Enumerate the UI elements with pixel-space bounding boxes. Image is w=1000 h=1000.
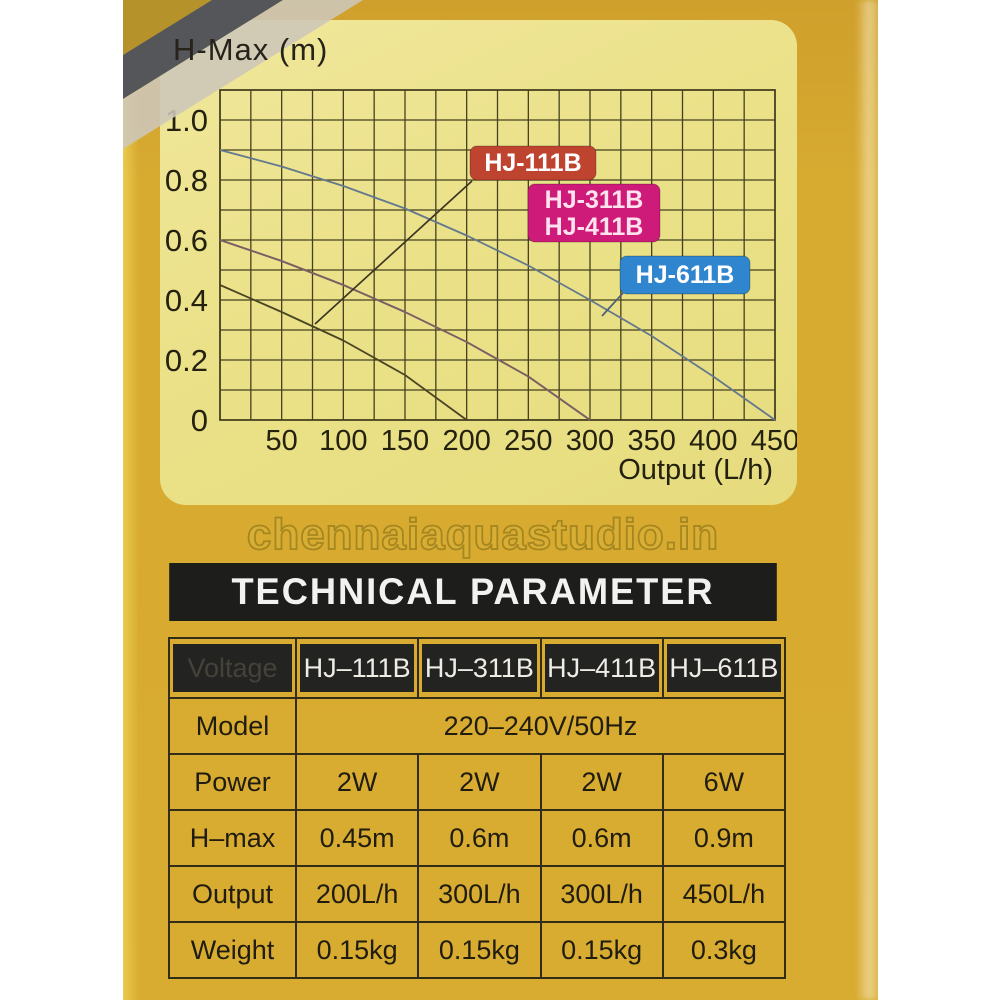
svg-text:100: 100 [319, 425, 367, 457]
svg-text:250: 250 [504, 425, 552, 457]
svg-text:400: 400 [689, 425, 737, 457]
svg-text:0: 0 [191, 403, 208, 438]
row-label-cell: Model [168, 697, 297, 755]
corner-stripes-decoration [123, 0, 363, 149]
table-cell: 0.15kg [417, 921, 542, 979]
performance-chart: 50 100 150 200 250 300 350 400 4501.00.80.60.40.… [165, 89, 799, 486]
svg-text:0.8: 0.8 [165, 163, 208, 198]
table-row: Output 200L/h 300L/h 300L/h 450L/h [168, 865, 787, 923]
table-header-cell: HJ–611B [661, 637, 787, 699]
table-cell: 300L/h [417, 865, 542, 923]
curve-HJ-411B [219, 239, 591, 421]
chart-title: H-Max (m) [173, 32, 329, 67]
row-label-cell: H–max [168, 809, 297, 867]
row-label-cell: Weight [168, 921, 297, 979]
table-cell: 2W [539, 753, 664, 811]
svg-text:150: 150 [381, 425, 429, 457]
table-cell: 200L/h [294, 865, 420, 923]
table-cell: 2W [294, 753, 420, 811]
table-cell: 0.6m [417, 809, 542, 867]
svg-text:200: 200 [442, 425, 490, 457]
svg-text:HJ-111B: HJ-111B [484, 149, 581, 177]
section-title-bar: TECHNICAL PARAMETER [169, 563, 777, 621]
table-cell: 300L/h [539, 865, 664, 923]
svg-text:50: 50 [266, 425, 298, 457]
chart-panel: 50 100 150 200 250 300 350 400 450 1.0 0.8 0.6 0.4 0.… [160, 20, 799, 505]
series-badge-HJ-111B: HJ-111B [469, 145, 597, 181]
section-title: TECHNICAL PARAMETER [231, 571, 715, 612]
row-label-cell: Output [168, 865, 297, 923]
table-cell: 0.15kg [539, 921, 664, 979]
table-header-cell: HJ–411B [539, 637, 664, 699]
table-cell: 6W [661, 753, 787, 811]
yellow-box-panel: 50 100 150 200 250 300 350 400 450 1.0 0.8 0.6 0.4 0.… [123, 0, 878, 1000]
table-header-cell: Voltage [168, 637, 297, 699]
table-cell: 0.15kg [294, 921, 420, 979]
series-badge-HJ-611B: HJ-611B [619, 255, 751, 295]
table-cell: 2W [417, 753, 542, 811]
table-cell: 0.9m [661, 809, 787, 867]
curve-HJ-111B [219, 284, 468, 421]
table-cell-span: 220–240V/50Hz [295, 697, 786, 755]
table-cell: 0.45m [294, 809, 420, 867]
table-head: Voltage HJ–111B HJ–311B HJ–411B HJ–611B [168, 637, 787, 699]
table-row: Weight 0.15kg 0.15kg 0.15kg 0.3kg [168, 921, 787, 979]
row-label-cell: Power [168, 753, 297, 811]
svg-text:0.6: 0.6 [165, 223, 208, 258]
svg-text:HJ-411B: HJ-411B [545, 213, 644, 241]
table-row: H–max 0.45m 0.6m 0.6m 0.9m [168, 809, 787, 867]
svg-text:0.4: 0.4 [165, 283, 208, 318]
table-row: Power 2W 2W 2W 6W [168, 753, 787, 811]
table-row: Model 220–240V/50Hz [168, 697, 786, 755]
table-header-cell: HJ–311B [417, 637, 542, 699]
curve-HJ-611B [219, 149, 776, 421]
svg-text:300: 300 [566, 425, 614, 457]
table-header-row: Voltage HJ–111B HJ–311B HJ–411B HJ–611B [168, 637, 787, 699]
technical-parameter-table: Voltage HJ–111B HJ–311B HJ–411B HJ–611B Mode… [168, 637, 787, 979]
svg-text:350: 350 [627, 425, 675, 457]
svg-text:HJ-611B: HJ-611B [636, 261, 735, 289]
table-cell: 0.6m [539, 809, 664, 867]
svg-text:0.2: 0.2 [165, 343, 208, 378]
glossy-highlight [856, 0, 878, 1000]
table-cell: 450L/h [661, 865, 787, 923]
x-axis-label: Output (L/h) [618, 454, 773, 486]
watermark-text: chennaiaquastudio.in [246, 509, 720, 560]
table-cell: 0.3kg [661, 921, 787, 979]
box-left-edge-shade [123, 0, 139, 1000]
svg-text:450: 450 [751, 425, 797, 457]
table-body: Model 220–240V/50Hz Power 2W 2W 2W 6W H–max 0.45… [168, 697, 787, 979]
table-header-cell: HJ–111B [294, 637, 420, 699]
svg-text:HJ-311B: HJ-311B [545, 186, 644, 214]
